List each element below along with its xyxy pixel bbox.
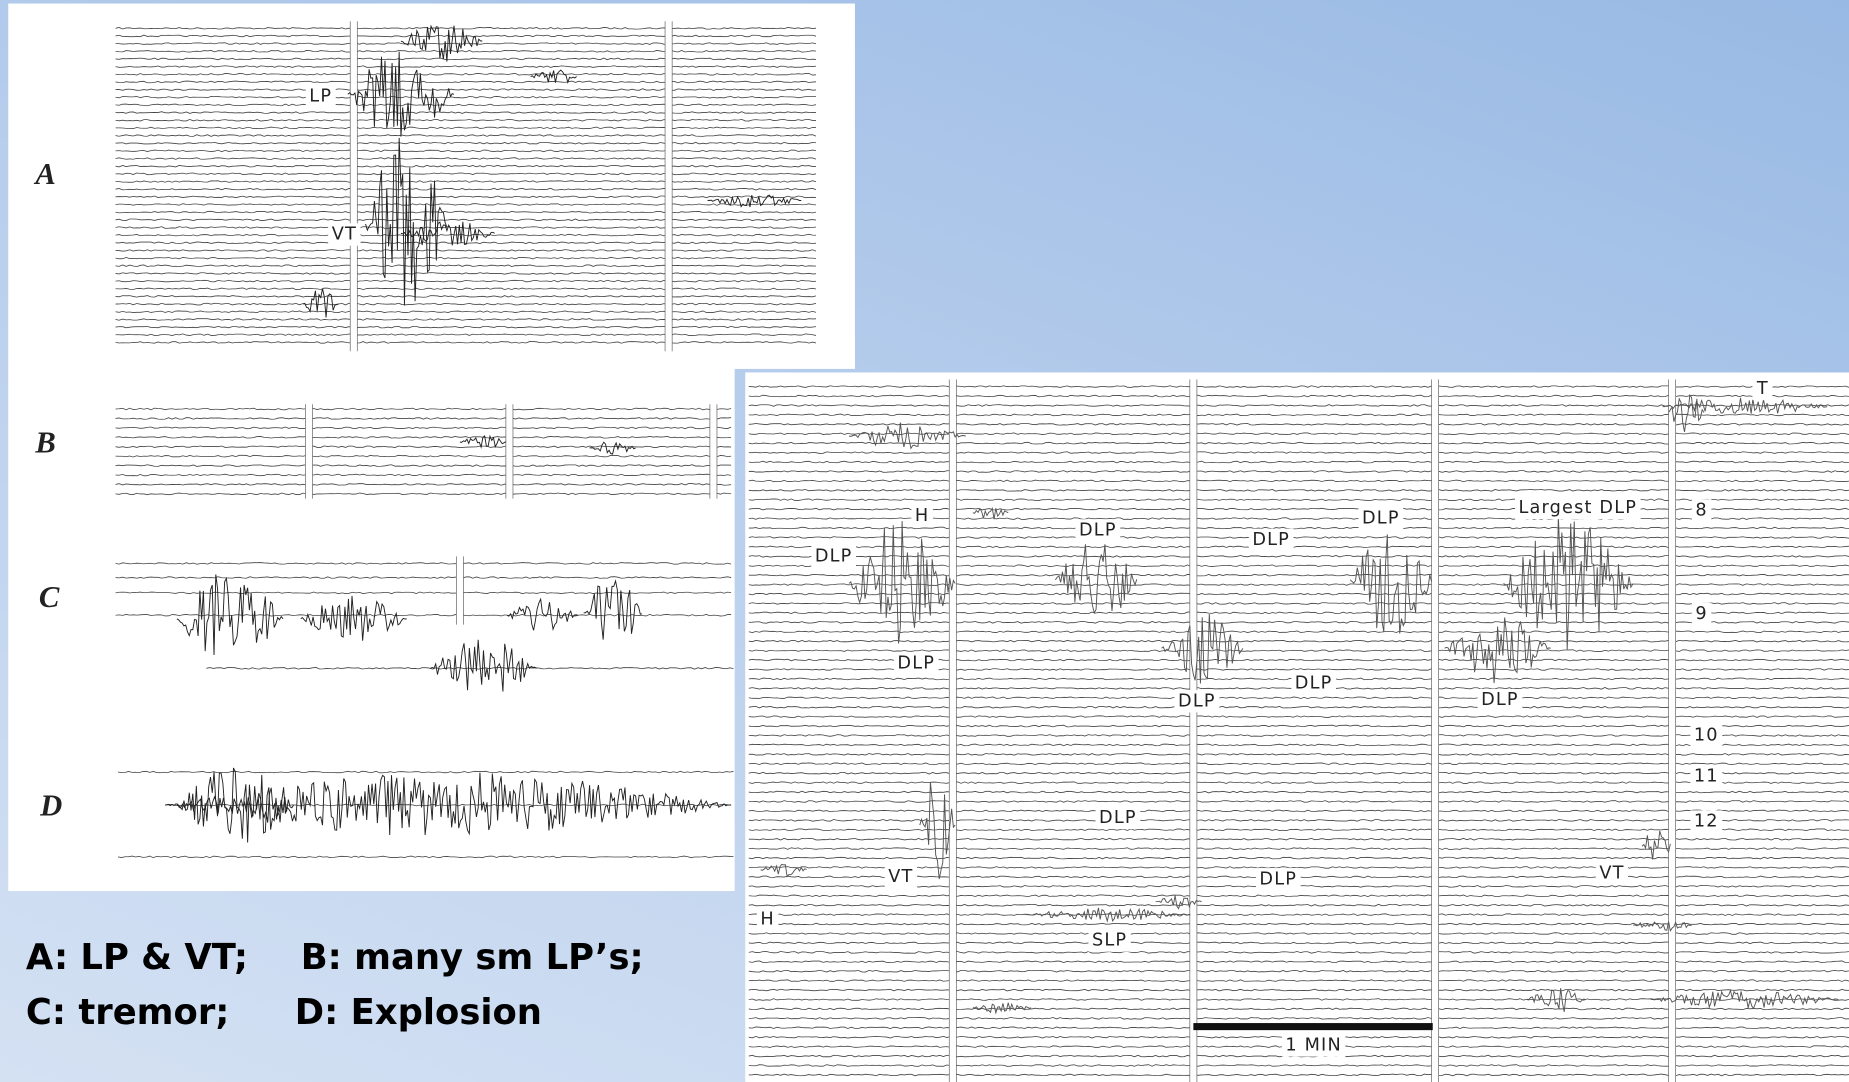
caption-text: C: tremor; xyxy=(26,992,229,1033)
annotation: VT xyxy=(332,225,357,245)
page: A B C D A: LP & VT; B: many sm LP’s; C: … xyxy=(0,0,1849,1082)
panel-label: C xyxy=(39,580,60,614)
annotation: DLP xyxy=(1099,808,1137,828)
panel-label: A xyxy=(33,157,55,191)
annotation: 8 xyxy=(1695,500,1707,520)
annotation: DLP xyxy=(1295,674,1333,694)
minute-mark xyxy=(710,404,717,498)
minute-mark xyxy=(1190,380,1197,1082)
annotation: DLP xyxy=(1362,509,1400,529)
annotation: 9 xyxy=(1695,604,1707,624)
scale-bar xyxy=(1193,1023,1432,1030)
minute-mark xyxy=(949,380,956,1082)
annotation: DLP xyxy=(897,654,935,674)
annotation: DLP xyxy=(1178,691,1216,711)
slide: A B C D A: LP & VT; B: many sm LP’s; C: … xyxy=(0,0,1849,1082)
panel-right-bg xyxy=(745,372,1849,1082)
annotation: 11 xyxy=(1694,767,1719,787)
annotation: H xyxy=(760,909,774,929)
annotation: 12 xyxy=(1694,812,1719,832)
annotation: H xyxy=(915,506,929,526)
panel-label: D xyxy=(39,789,62,823)
annotation: DLP xyxy=(1481,690,1519,710)
annotation: Largest DLP xyxy=(1518,498,1637,518)
minute-mark xyxy=(350,21,357,351)
minute-mark xyxy=(1432,380,1439,1082)
annotation: 1 MIN xyxy=(1285,1035,1341,1055)
annotation: DLP xyxy=(1079,520,1117,540)
annotation: VT xyxy=(1599,863,1624,883)
panel-label: B xyxy=(34,426,55,460)
caption-text: A: LP & VT; xyxy=(26,937,248,978)
annotation: DLP xyxy=(1252,530,1290,550)
annotation: LP xyxy=(309,87,332,107)
minute-mark xyxy=(665,21,672,351)
minute-mark xyxy=(305,404,312,498)
annotation: T xyxy=(1756,379,1769,399)
minute-mark xyxy=(1669,380,1676,1082)
annotation: 10 xyxy=(1694,725,1719,745)
annotation: DLP xyxy=(1259,869,1297,889)
annotation: DLP xyxy=(815,546,853,566)
annotation: VT xyxy=(888,867,913,887)
caption-text: D: Explosion xyxy=(295,992,542,1033)
minute-mark xyxy=(456,556,463,624)
caption-text: B: many sm LP’s; xyxy=(301,937,644,978)
annotation: SLP xyxy=(1092,931,1127,951)
minute-mark xyxy=(506,404,513,498)
